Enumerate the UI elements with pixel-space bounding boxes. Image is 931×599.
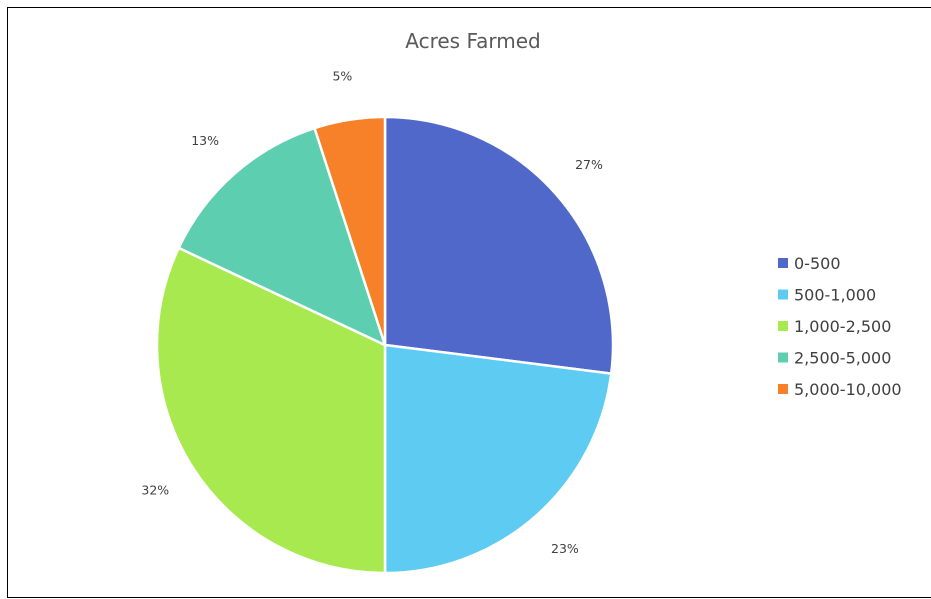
pie-chart: Acres Farmed 27% 23% 32% 13% 5% 0-500 500-1,0…	[141, 29, 902, 575]
pie-slice-2500-5000	[177, 126, 387, 347]
pie-slices	[155, 115, 615, 575]
pie-slice-500-1000	[383, 343, 613, 575]
legend-label-0-500: 0-500	[794, 254, 841, 273]
legend-label-500-1000: 500-1,000	[794, 286, 876, 305]
chart-frame: Acres Farmed 27% 23% 32% 13% 5% 0-500 500-1,0…	[7, 7, 931, 598]
legend-swatch-2500-5000	[778, 352, 788, 363]
pie-slice-0-500	[383, 115, 615, 375]
legend-swatch-1000-2500	[778, 321, 788, 331]
legend-label-2500-5000: 2,500-5,000	[794, 349, 891, 368]
pie-slice-5000-10000	[313, 115, 387, 347]
data-label-2500-5000: 13%	[191, 133, 219, 148]
legend-swatch-5000-10000	[778, 384, 788, 394]
data-labels: 27% 23% 32% 13% 5%	[141, 68, 603, 556]
data-label-5000-10000: 5%	[332, 68, 352, 83]
legend: 0-500 500-1,000 1,000-2,500 2,500-5,000 5,00…	[778, 254, 902, 399]
chart-title: Acres Farmed	[405, 29, 540, 53]
legend-swatch-0-500	[778, 258, 788, 268]
legend-swatch-500-1000	[778, 289, 788, 300]
legend-label-5000-10000: 5,000-10,000	[794, 380, 902, 399]
legend-label-1000-2500: 1,000-2,500	[794, 317, 891, 336]
pie-slice-1000-2500	[155, 246, 387, 575]
data-label-500-1000: 23%	[551, 541, 579, 556]
data-label-0-500: 27%	[575, 157, 603, 172]
data-label-1000-2500: 32%	[141, 483, 169, 498]
